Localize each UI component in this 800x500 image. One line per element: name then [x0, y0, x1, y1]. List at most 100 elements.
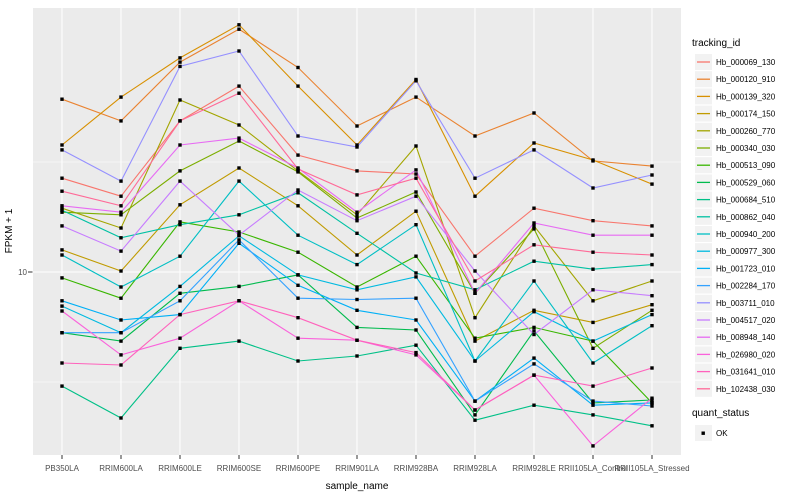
- data-point: [532, 227, 536, 231]
- legend-item-label: Hb_000139_320: [716, 92, 776, 101]
- data-point: [532, 325, 536, 330]
- data-point: [473, 336, 477, 340]
- data-point: [473, 408, 477, 412]
- data-point: [60, 143, 64, 147]
- data-point: [650, 404, 654, 408]
- data-point: [532, 310, 536, 314]
- data-point: [60, 176, 64, 180]
- legend-item-label: Hb_000977_300: [716, 247, 776, 256]
- data-point: [119, 269, 123, 273]
- data-point: [414, 254, 418, 258]
- data-point: [60, 253, 64, 257]
- legend-item-label: Hb_008948_140: [716, 333, 776, 342]
- data-point: [178, 56, 182, 60]
- data-point: [119, 213, 123, 217]
- x-tick-label: RRIM600PE: [276, 464, 320, 473]
- data-point: [650, 262, 654, 267]
- data-point: [532, 403, 536, 407]
- data-point: [296, 273, 300, 277]
- data-point: [650, 294, 654, 298]
- data-point: [591, 186, 595, 190]
- data-point: [178, 143, 182, 147]
- x-axis-title: sample_name: [326, 481, 389, 492]
- data-point: [650, 396, 654, 400]
- data-point: [414, 176, 418, 180]
- data-point: [119, 416, 123, 420]
- legend-item-label: Hb_000069_130: [716, 58, 776, 67]
- data-point: [591, 320, 595, 325]
- data-point: [237, 23, 241, 27]
- data-point: [532, 221, 536, 225]
- data-point-markers: [60, 23, 654, 448]
- data-point: [237, 230, 241, 234]
- data-point: [296, 233, 300, 237]
- x-tick-label: RRIM901LA: [335, 464, 379, 473]
- data-point: [296, 283, 300, 287]
- data-point: [591, 158, 595, 162]
- data-point: [591, 299, 595, 303]
- data-point: [355, 325, 359, 330]
- legend-key-point-ok: [701, 431, 705, 435]
- data-point: [237, 27, 241, 31]
- data-point: [119, 353, 123, 357]
- data-point: [355, 169, 359, 173]
- legend-item-label: Hb_000513_090: [716, 161, 776, 170]
- data-point: [178, 312, 182, 317]
- legend-title-tracking-id: tracking_id: [692, 38, 740, 49]
- data-point: [650, 312, 654, 317]
- data-point: [650, 182, 654, 186]
- data-point: [414, 271, 418, 275]
- data-point: [119, 194, 123, 198]
- data-point: [119, 285, 123, 289]
- data-point: [237, 123, 241, 127]
- axis-ticks: PB350LA RRIM600LA RRIM600LE RRIM600SE RRIM60…: [28, 271, 690, 473]
- data-point: [119, 296, 123, 300]
- data-point: [60, 361, 64, 365]
- data-point: [60, 299, 64, 303]
- data-point: [296, 170, 300, 174]
- data-point: [178, 346, 182, 350]
- data-point: [473, 176, 477, 180]
- y-tick-label: 10: [18, 268, 27, 277]
- data-point: [473, 194, 477, 198]
- data-point: [414, 350, 418, 355]
- data-point: [355, 213, 359, 217]
- data-point: [591, 361, 595, 365]
- legend-item-label: Hb_000174_150: [716, 110, 776, 119]
- data-point: [414, 296, 418, 300]
- data-point: [296, 134, 300, 138]
- data-point: [60, 276, 64, 280]
- data-point: [237, 241, 241, 245]
- data-point: [355, 219, 359, 223]
- data-point: [355, 253, 359, 257]
- data-point: [296, 296, 300, 300]
- data-point: [237, 91, 241, 95]
- data-point: [532, 206, 536, 210]
- gridlines: [33, 8, 681, 455]
- data-point: [60, 304, 64, 308]
- data-point: [60, 206, 64, 210]
- data-point: [178, 119, 182, 123]
- data-point: [650, 173, 654, 177]
- data-point: [591, 413, 595, 417]
- x-tick-label: RRIM600LA: [99, 464, 143, 473]
- data-point: [60, 189, 64, 193]
- data-point: [532, 362, 536, 366]
- data-point: [650, 398, 654, 402]
- data-point: [532, 259, 536, 263]
- legend-item-label: Hb_000862_040: [716, 213, 776, 222]
- data-point: [119, 363, 123, 367]
- x-tick-label: RRIM600SE: [217, 464, 261, 473]
- data-point: [237, 238, 241, 242]
- data-point: [355, 262, 359, 267]
- data-point: [296, 250, 300, 254]
- data-point: [414, 353, 418, 357]
- data-point: [414, 275, 418, 279]
- data-point: [414, 343, 418, 347]
- data-point: [473, 291, 477, 295]
- x-tick-label: RRII105LA_Stressed: [614, 464, 689, 473]
- data-point: [591, 346, 595, 350]
- data-point: [119, 95, 123, 99]
- data-point: [237, 49, 241, 53]
